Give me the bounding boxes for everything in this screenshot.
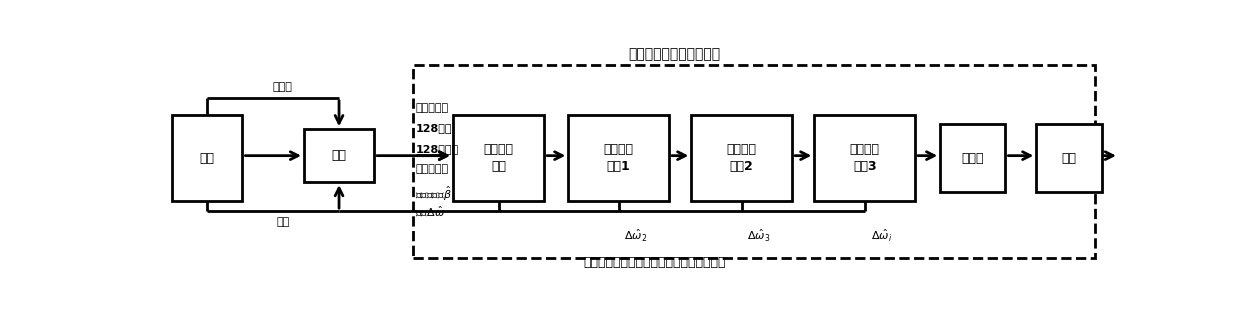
- Text: 精细搜索
模块3: 精细搜索 模块3: [849, 143, 879, 173]
- Text: $\Delta\hat{\omega}_2$: $\Delta\hat{\omega}_2$: [624, 228, 647, 244]
- Bar: [1037, 124, 1101, 192]
- Text: 128符号之: 128符号之: [415, 144, 459, 154]
- Text: 帧同步: 帧同步: [961, 151, 985, 165]
- Text: 频偏$\Delta\hat{\omega}$: 频偏$\Delta\hat{\omega}$: [415, 205, 445, 219]
- Bar: [815, 115, 915, 202]
- Bar: [304, 129, 374, 182]
- Text: 精细搜索
模块2: 精细搜索 模块2: [727, 143, 756, 173]
- Text: 频偏变化率$\hat{\beta}$: 频偏变化率$\hat{\beta}$: [415, 185, 453, 203]
- Text: 捕获: 捕获: [200, 151, 215, 165]
- Text: $\Delta\hat{\omega}_i$: $\Delta\hat{\omega}_i$: [870, 228, 892, 244]
- Bar: [453, 115, 544, 202]
- Text: 译码: 译码: [1061, 151, 1076, 165]
- Text: 精细搜索
模块1: 精细搜索 模块1: [604, 143, 634, 173]
- Bar: [568, 115, 670, 202]
- Text: 二维搜索
模块: 二维搜索 模块: [484, 143, 513, 173]
- Text: 频偏: 频偏: [277, 217, 289, 227]
- Text: 解扩: 解扩: [331, 149, 346, 162]
- Text: 后解扩结果: 后解扩结果: [415, 164, 449, 174]
- Bar: [413, 65, 1095, 258]
- Text: 128符号: 128符号: [415, 123, 451, 133]
- Bar: [940, 124, 1006, 192]
- Text: 低信噪比短帧突发通信开环解调方法及装置: 低信噪比短帧突发通信开环解调方法及装置: [584, 256, 725, 269]
- Text: 扩频接收机载波跟踪框图: 扩频接收机载波跟踪框图: [627, 47, 720, 61]
- Text: $\Delta\hat{\omega}_3$: $\Delta\hat{\omega}_3$: [746, 228, 770, 244]
- Bar: [172, 115, 243, 202]
- Text: 码相位: 码相位: [273, 82, 293, 92]
- Text: 解扩结果前: 解扩结果前: [415, 103, 449, 113]
- Bar: [691, 115, 792, 202]
